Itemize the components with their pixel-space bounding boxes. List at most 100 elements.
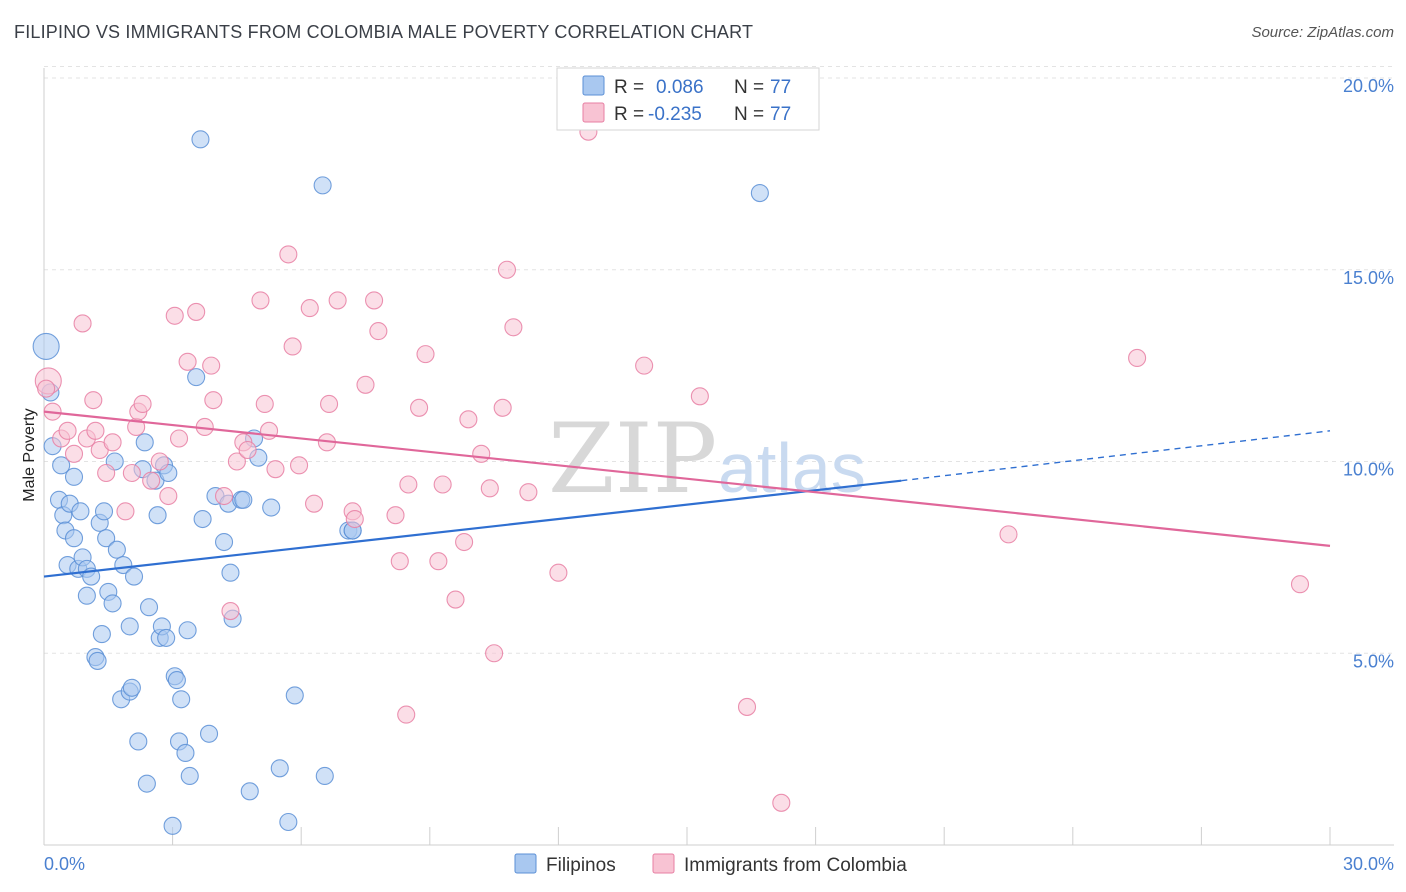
data-point xyxy=(750,184,769,203)
data-point xyxy=(485,644,504,663)
chart-source: Source: ZipAtlas.com xyxy=(1251,24,1394,41)
data-point xyxy=(97,463,116,483)
data-point xyxy=(240,782,259,801)
data-point xyxy=(135,433,154,452)
data-point xyxy=(157,628,176,647)
data-point xyxy=(64,467,84,486)
data-point xyxy=(187,302,206,321)
gridlines xyxy=(44,65,1394,654)
data-point xyxy=(320,394,339,414)
data-point xyxy=(120,617,139,636)
legend-n-value: 77 xyxy=(770,77,791,98)
x-tick-label: 0.0% xyxy=(44,854,85,874)
trend-line-blue xyxy=(43,479,902,578)
data-point xyxy=(77,586,96,605)
data-point xyxy=(180,766,199,786)
data-point xyxy=(150,452,169,471)
data-point xyxy=(519,483,538,502)
legend-label-colombia: Immigrants from Colombia xyxy=(684,855,907,876)
data-point xyxy=(199,724,219,743)
data-point xyxy=(635,356,654,375)
series-legend: Filipinos Immigrants from Colombia xyxy=(514,853,907,876)
chart-title: FILIPINO VS IMMIGRANTS FROM COLOMBIA MAL… xyxy=(14,22,754,42)
data-point xyxy=(64,529,84,548)
data-point xyxy=(167,671,186,690)
y-tick-labels: 5.0% 10.0% 15.0% 20.0% xyxy=(1343,76,1394,671)
data-point xyxy=(251,291,270,310)
legend-swatch-colombia xyxy=(652,853,675,874)
legend-label-filipinos: Filipinos xyxy=(546,855,616,876)
data-point xyxy=(305,494,324,513)
data-point xyxy=(772,793,791,812)
data-point xyxy=(84,391,103,410)
data-point xyxy=(169,429,189,448)
y-tick-label: 15.0% xyxy=(1343,268,1394,288)
legend-n-value: 77 xyxy=(770,104,791,125)
data-point xyxy=(193,509,212,529)
data-point xyxy=(493,398,512,417)
data-point xyxy=(137,774,156,793)
data-point xyxy=(202,356,221,375)
data-point xyxy=(64,444,84,463)
trend-lines xyxy=(43,410,1331,578)
data-point xyxy=(399,475,418,494)
data-point xyxy=(97,529,116,548)
y-tick-label: 5.0% xyxy=(1353,651,1394,671)
data-point xyxy=(159,486,178,506)
data-point xyxy=(163,816,182,835)
data-point xyxy=(328,291,347,310)
legend-swatch-pink xyxy=(582,102,605,123)
axes xyxy=(43,68,1394,846)
legend-r-label: R = xyxy=(614,77,644,98)
x-tick-label: 30.0% xyxy=(1343,854,1394,874)
data-point xyxy=(124,567,144,586)
data-point xyxy=(73,314,92,333)
data-point xyxy=(133,394,152,414)
data-point xyxy=(178,352,197,371)
data-point xyxy=(58,421,77,440)
data-point xyxy=(103,433,122,452)
legend-r-value: -0.235 xyxy=(648,104,702,125)
data-point xyxy=(92,625,111,644)
data-point xyxy=(116,502,135,521)
data-point xyxy=(32,332,60,361)
y-tick-label: 10.0% xyxy=(1343,460,1394,480)
legend-swatch-blue xyxy=(582,75,605,96)
watermark-zip: ZIP xyxy=(548,403,717,515)
data-point xyxy=(221,563,240,582)
data-point xyxy=(345,509,364,529)
data-point xyxy=(255,394,274,414)
data-point xyxy=(549,563,568,582)
data-point xyxy=(129,732,148,751)
data-point xyxy=(279,812,298,832)
data-point xyxy=(37,379,56,398)
data-point xyxy=(386,506,405,525)
data-point xyxy=(238,440,257,460)
data-point xyxy=(313,176,332,195)
legend-swatch-filipinos xyxy=(514,853,537,874)
data-point xyxy=(172,690,191,709)
data-point xyxy=(107,540,126,559)
data-point xyxy=(504,318,523,337)
legend-n-label: N = xyxy=(734,77,764,98)
data-point xyxy=(142,471,161,490)
data-point xyxy=(365,291,384,310)
data-point xyxy=(459,410,478,429)
legend-r-value: 0.086 xyxy=(656,77,704,98)
data-point xyxy=(410,398,429,417)
data-point xyxy=(214,532,234,552)
data-point xyxy=(103,594,122,613)
data-point xyxy=(122,678,141,697)
data-point xyxy=(315,766,334,786)
data-point xyxy=(397,705,416,724)
data-point xyxy=(114,555,133,575)
data-point xyxy=(94,502,114,521)
data-point xyxy=(187,368,206,387)
data-point xyxy=(455,532,474,552)
legend-r-label: R = xyxy=(614,104,644,125)
data-point xyxy=(283,337,302,356)
y-axis-title: Male Poverty xyxy=(21,408,38,501)
data-point xyxy=(1128,348,1147,368)
data-point xyxy=(165,306,184,325)
data-point xyxy=(737,697,757,716)
